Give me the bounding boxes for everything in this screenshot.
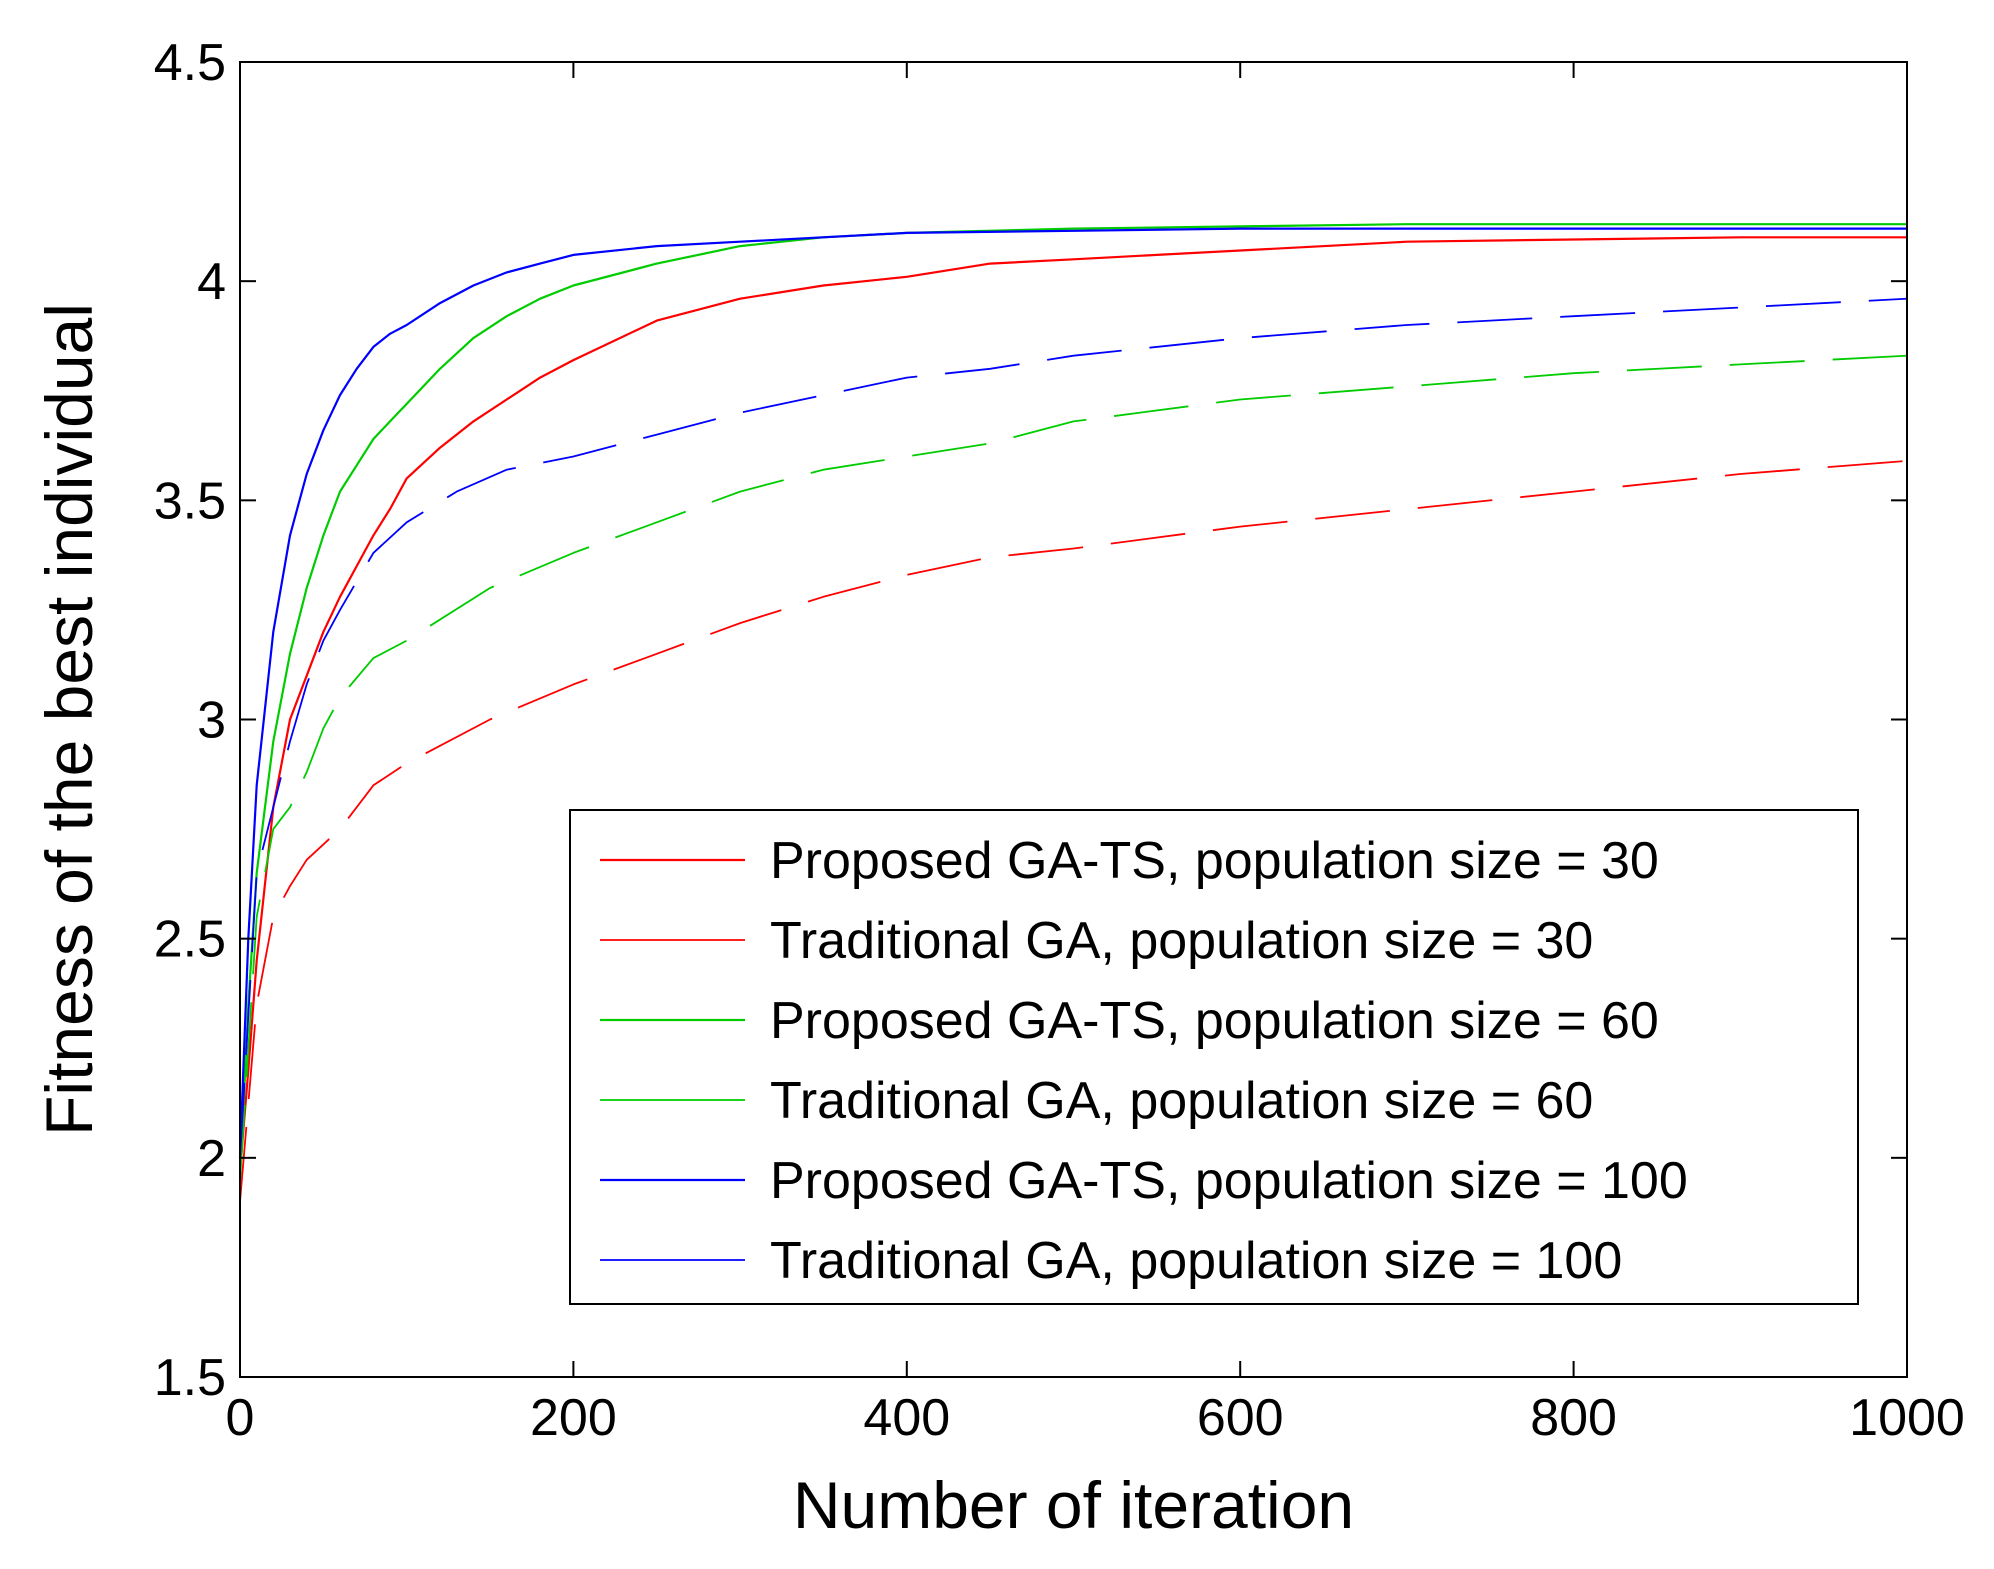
series-line-1	[238, 236, 1907, 1172]
y-tick-label: 3	[197, 692, 226, 750]
y-tick-label: 3.5	[154, 472, 226, 530]
y-axis: 1.5 2 2.5 3 3.5 4 4.5	[154, 34, 1907, 1407]
legend-label-4: Traditional GA, population size = 60	[770, 1072, 1593, 1130]
legend-label-2: Traditional GA, population size = 30	[770, 912, 1593, 970]
legend-label-1: Proposed GA-TS, population size = 30	[770, 832, 1659, 890]
x-tick-label: 200	[530, 1389, 617, 1447]
series-line-4	[239, 354, 1908, 1180]
y-tick-label: 2	[197, 1130, 226, 1188]
series-line-3	[238, 223, 1907, 1180]
y-tick-label: 2.5	[154, 911, 226, 969]
legend-box	[569, 809, 1859, 1305]
series-line-2	[239, 460, 1908, 1202]
legend-label-3: Proposed GA-TS, population size = 60	[770, 992, 1659, 1050]
x-tick-label: 1000	[1849, 1389, 1965, 1447]
x-axis: 0 200 400 600 800 1000	[226, 62, 1965, 1447]
legend: Proposed GA-TS, population size = 30 Trad…	[569, 809, 1859, 1305]
x-tick-label: 800	[1530, 1389, 1617, 1447]
x-tick-label: 600	[1197, 1389, 1284, 1447]
y-axis-title: Fitness of the best individual	[32, 303, 106, 1136]
x-axis-title: Number of iteration	[793, 1468, 1354, 1542]
legend-items: Proposed GA-TS, population size = 30 Trad…	[600, 832, 1688, 1290]
y-tick-label: 4.5	[154, 34, 226, 92]
x-tick-label: 0	[226, 1389, 255, 1447]
y-tick-label: 4	[197, 253, 226, 311]
x-tick-label: 400	[863, 1389, 950, 1447]
series-layer	[238, 223, 1908, 1202]
legend-label-5: Proposed GA-TS, population size = 100	[770, 1152, 1688, 1210]
y-tick-label: 1.5	[154, 1349, 226, 1407]
series-line-6	[239, 297, 1908, 1158]
series-line-5	[238, 227, 1907, 1158]
legend-label-6: Traditional GA, population size = 100	[770, 1232, 1622, 1290]
